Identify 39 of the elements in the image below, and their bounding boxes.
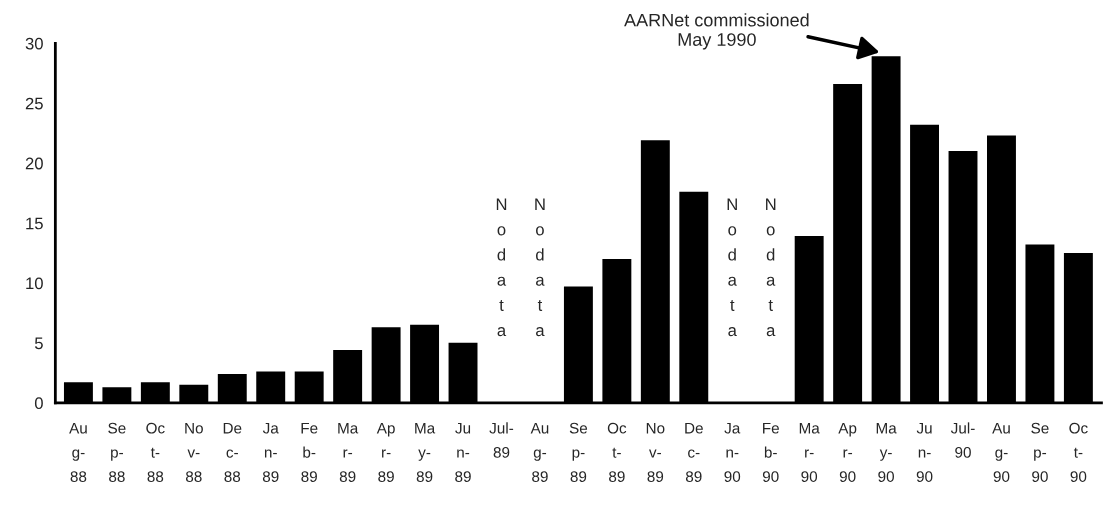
x-tick-label: Au g- 89 [530, 422, 549, 482]
x-tick-label: No v- 89 [646, 422, 665, 482]
y-tick-label: 10 [26, 277, 43, 290]
y-tick-label: 0 [34, 397, 43, 410]
annotation: AARNet commissioned May 1990 [624, 13, 809, 50]
x-tick-label: No v- 88 [185, 422, 203, 482]
x-tick-label: De c- 89 [685, 422, 703, 482]
x-tick-label: Ja n- 90 [724, 422, 741, 482]
annotation: N o d a t a [535, 198, 545, 337]
x-tick-label: De c- 88 [223, 422, 242, 482]
x-tick-label: Se p- 88 [108, 422, 126, 482]
x-tick-label: Ma y- 89 [415, 422, 436, 482]
y-tick-label: 25 [25, 97, 43, 110]
x-tick-label: Jul- 89 [489, 422, 514, 458]
x-tick-label: Ap r- 90 [838, 422, 857, 482]
y-tick-label: 5 [34, 337, 43, 350]
x-tick-label: Oc t- 88 [146, 422, 165, 482]
x-tick-label: Au g- 90 [992, 422, 1010, 482]
annotation: N o d a t a [766, 198, 776, 337]
annotation: N o d a t a [727, 198, 737, 337]
x-tick-label: Oc t- 90 [1069, 422, 1088, 482]
x-tick-label: Jul- 90 [950, 422, 975, 458]
x-tick-label: Ju n- 89 [455, 422, 471, 482]
annotation: N o d a t a [496, 198, 507, 337]
x-tick-label: Ma r- 89 [338, 422, 359, 482]
x-tick-label: Ma y- 90 [876, 422, 897, 482]
x-tick-label: Oc t- 89 [607, 422, 627, 482]
y-tick-label: 15 [26, 217, 43, 230]
x-tick-label: Au g- 88 [69, 422, 87, 482]
x-tick-label: Se p- 89 [569, 422, 588, 482]
x-tick-label: Ma r- 90 [799, 422, 820, 482]
x-tick-label: Ju n- 90 [916, 422, 933, 482]
x-tick-label: Se p- 90 [1031, 422, 1049, 482]
x-tick-label: Fe b- 90 [762, 422, 779, 482]
x-tick-label: Fe b- 89 [301, 422, 318, 482]
y-tick-label: 30 [25, 37, 43, 50]
x-tick-label: Ap r- 89 [376, 422, 395, 482]
x-tick-label: Ja n- 89 [262, 422, 279, 482]
y-tick-label: 20 [25, 157, 43, 170]
